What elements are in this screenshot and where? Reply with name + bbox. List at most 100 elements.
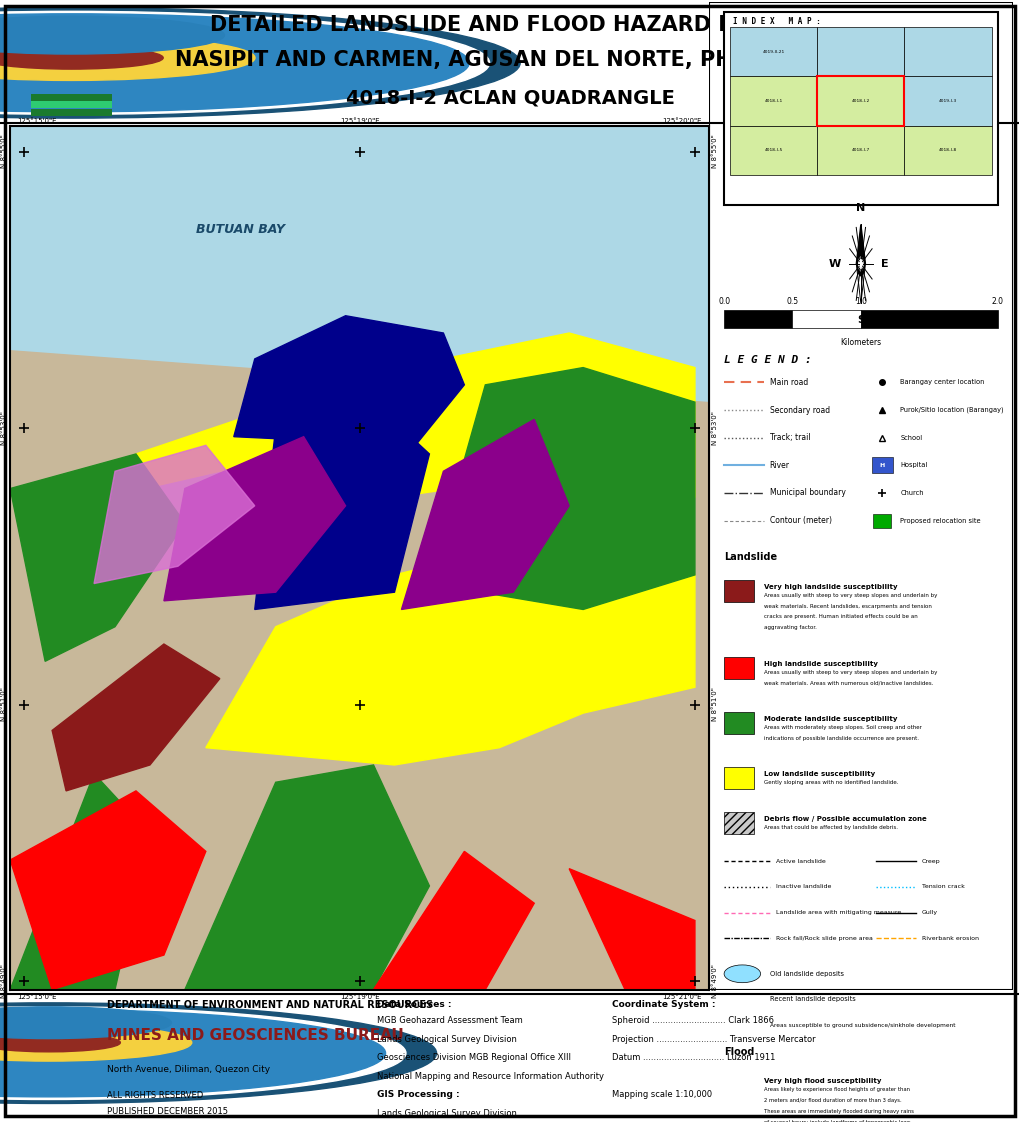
Ellipse shape	[723, 1017, 760, 1034]
Text: School: School	[900, 434, 921, 441]
Text: Gully: Gully	[921, 910, 936, 916]
Text: NASIPIT AND CARMEN, AGUSAN DEL NORTE, PHILIPPINES: NASIPIT AND CARMEN, AGUSAN DEL NORTE, PH…	[174, 50, 845, 71]
Polygon shape	[52, 644, 220, 791]
Text: N 8°51'0": N 8°51'0"	[711, 688, 717, 721]
Text: 2.0: 2.0	[990, 297, 1003, 306]
Text: 1.0: 1.0	[854, 297, 866, 306]
Text: River: River	[769, 461, 789, 470]
Polygon shape	[233, 315, 464, 445]
Text: Datum ............................... Luzon 1911: Datum ............................... Lu…	[611, 1054, 774, 1063]
Text: Lands Geological Survey Division: Lands Geological Survey Division	[377, 1109, 517, 1118]
Bar	[730, 27, 816, 76]
Circle shape	[0, 11, 489, 114]
Text: Municipal boundary: Municipal boundary	[769, 488, 845, 497]
Text: Contour (meter): Contour (meter)	[769, 516, 830, 525]
Text: Very high landslide susceptibility: Very high landslide susceptibility	[763, 583, 897, 590]
Text: 125°21'0"E: 125°21'0"E	[661, 994, 701, 1000]
Text: Areas usually with steep to very steep slopes and underlain by: Areas usually with steep to very steep s…	[763, 670, 936, 674]
Bar	[730, 76, 816, 126]
Text: N 8°49'0": N 8°49'0"	[711, 964, 717, 997]
Text: I N D E X   M A P :: I N D E X M A P :	[733, 17, 820, 26]
Text: 0.5: 0.5	[786, 297, 798, 306]
Text: Coordinate System :: Coordinate System :	[611, 1000, 714, 1009]
Text: Spheroid ............................ Clark 1866: Spheroid ............................ Cl…	[611, 1017, 773, 1026]
Bar	[904, 126, 990, 175]
Circle shape	[0, 1003, 436, 1103]
Ellipse shape	[723, 965, 760, 983]
Bar	[723, 712, 754, 734]
Polygon shape	[373, 852, 534, 990]
Bar	[904, 76, 990, 126]
Text: indications of possible landslide occurrence are present.: indications of possible landslide occurr…	[763, 736, 918, 741]
Bar	[31, 101, 112, 108]
Circle shape	[0, 1024, 192, 1061]
Bar	[723, 580, 754, 601]
Circle shape	[0, 35, 255, 81]
Bar	[31, 93, 112, 101]
Text: High landslide susceptibility: High landslide susceptibility	[763, 661, 876, 666]
Text: N 8°55'0": N 8°55'0"	[1, 135, 7, 168]
Bar	[860, 311, 997, 328]
Text: Areas susceptible to ground subsidence/sinkhole development: Areas susceptible to ground subsidence/s…	[769, 1022, 954, 1028]
Polygon shape	[401, 420, 569, 609]
Text: E: E	[879, 259, 888, 269]
Text: These areas are immediately flooded during heavy rains: These areas are immediately flooded duri…	[763, 1109, 913, 1114]
Text: Low landslide susceptibility: Low landslide susceptibility	[763, 772, 874, 778]
Text: 0.0: 0.0	[717, 297, 730, 306]
Text: Purok/Sitio location (Barangay): Purok/Sitio location (Barangay)	[900, 407, 1003, 413]
Text: 4018-I-2 ACLAN QUADRANGLE: 4018-I-2 ACLAN QUADRANGLE	[345, 89, 674, 108]
Text: Track; trail: Track; trail	[769, 433, 809, 442]
Text: 125°20'0"E: 125°20'0"E	[661, 118, 701, 123]
Text: 125°15'0"E: 125°15'0"E	[17, 994, 57, 1000]
Text: Riverbank erosion: Riverbank erosion	[921, 936, 977, 940]
Circle shape	[856, 252, 864, 276]
Text: Geosciences Division MGB Regional Office XIII: Geosciences Division MGB Regional Office…	[377, 1054, 571, 1063]
Text: Recent landslide deposits: Recent landslide deposits	[769, 996, 855, 1002]
Text: weak materials. Recent landslides, escarpments and tension: weak materials. Recent landslides, escar…	[763, 604, 930, 608]
Text: DEPARTMENT OF ENVIRONMENT AND NATURAL RESOURCES: DEPARTMENT OF ENVIRONMENT AND NATURAL RE…	[107, 1001, 433, 1011]
Polygon shape	[255, 402, 429, 609]
Circle shape	[0, 8, 520, 118]
Text: N 8°49'0": N 8°49'0"	[1, 964, 7, 997]
Text: Areas likely to experience flood heights of greater than: Areas likely to experience flood heights…	[763, 1087, 909, 1093]
Text: 4018-I-8: 4018-I-8	[937, 148, 956, 153]
Text: Landslide: Landslide	[723, 552, 776, 562]
Text: Data Sources :: Data Sources :	[377, 1000, 451, 1009]
Text: 4018-I-2: 4018-I-2	[851, 99, 869, 103]
Text: Mapping scale 1:10,000: Mapping scale 1:10,000	[611, 1091, 711, 1100]
Text: Secondary road: Secondary road	[769, 405, 829, 414]
Text: Areas that could be affected by landslide debris.: Areas that could be affected by landslid…	[763, 825, 897, 829]
Circle shape	[0, 1006, 171, 1039]
Bar	[816, 76, 904, 126]
Bar	[816, 126, 904, 175]
Text: of several hours; include landforms of topographic lows: of several hours; include landforms of t…	[763, 1120, 909, 1122]
Text: Lands Geological Survey Division: Lands Geological Survey Division	[377, 1034, 517, 1043]
Text: North Avenue, Diliman, Quezon City: North Avenue, Diliman, Quezon City	[107, 1065, 270, 1074]
Text: Hospital: Hospital	[900, 462, 926, 468]
Polygon shape	[569, 868, 694, 990]
Text: aggravating factor.: aggravating factor.	[763, 625, 815, 631]
Text: N 8°53'0": N 8°53'0"	[711, 411, 717, 445]
Text: Very high flood susceptibility: Very high flood susceptibility	[763, 1078, 880, 1085]
Text: DETAILED LANDSLIDE AND FLOOD HAZARD MAP OF: DETAILED LANDSLIDE AND FLOOD HAZARD MAP …	[210, 15, 809, 35]
Text: Main road: Main road	[769, 378, 807, 387]
Text: 4019-II-21: 4019-II-21	[762, 49, 784, 54]
Text: L E G E N D :: L E G E N D :	[723, 355, 811, 365]
Text: Kilometers: Kilometers	[840, 338, 880, 347]
Text: Active landslide: Active landslide	[775, 858, 824, 864]
Text: GIS Processing :: GIS Processing :	[377, 1091, 460, 1100]
Circle shape	[0, 1010, 385, 1097]
Text: weak materials. Areas with numerous old/inactive landslides.: weak materials. Areas with numerous old/…	[763, 681, 932, 686]
Polygon shape	[94, 445, 255, 583]
Polygon shape	[10, 454, 184, 661]
Text: National Mapping and Resource Information Authority: National Mapping and Resource Informatio…	[377, 1072, 604, 1080]
Text: Tension crack: Tension crack	[921, 884, 964, 890]
Text: S: S	[856, 315, 864, 325]
Polygon shape	[206, 541, 694, 765]
Bar	[723, 12, 997, 204]
Text: N 8°51'0": N 8°51'0"	[1, 688, 7, 721]
Polygon shape	[856, 264, 864, 303]
Text: 4019-I-3: 4019-I-3	[937, 99, 956, 103]
Text: BUTUAN BAY: BUTUAN BAY	[196, 223, 285, 236]
Text: Proposed relocation site: Proposed relocation site	[900, 517, 980, 524]
